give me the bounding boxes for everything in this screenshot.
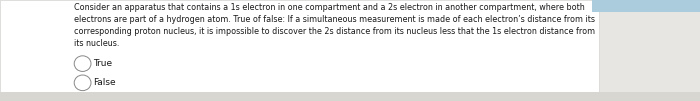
Text: True: True	[93, 59, 112, 68]
Text: False: False	[93, 78, 116, 87]
Bar	[598, 0, 700, 101]
Bar	[592, 0, 700, 12]
Text: Consider an apparatus that contains a 1s electron in one compartment and a 2s el: Consider an apparatus that contains a 1s…	[74, 3, 594, 48]
Bar	[0, 0, 598, 93]
Bar	[0, 92, 700, 101]
